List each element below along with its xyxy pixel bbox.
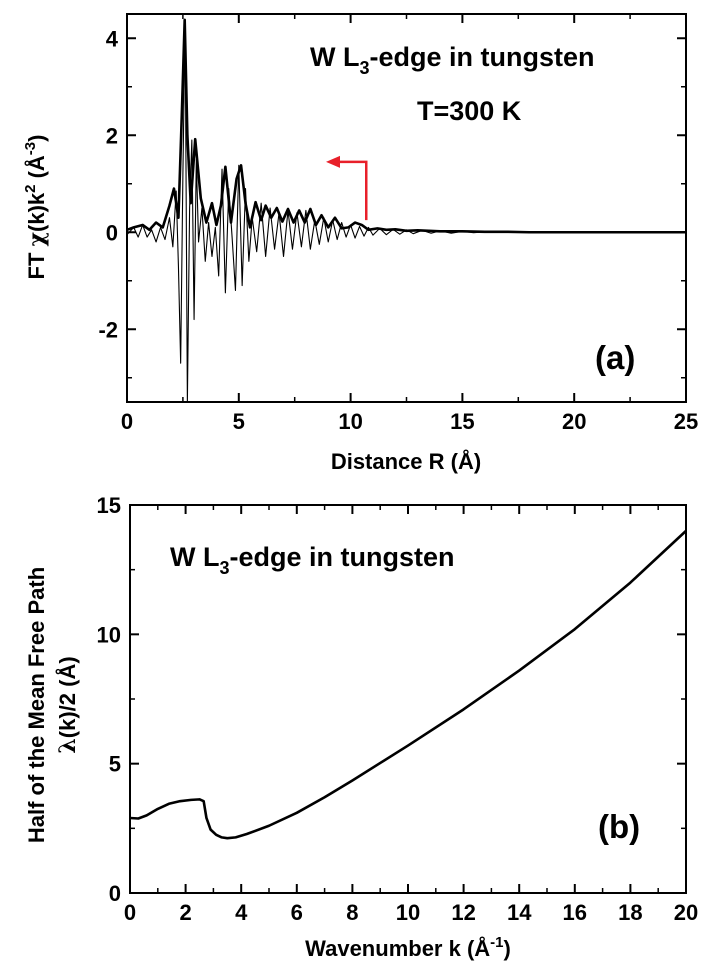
x-tick-label: 2 — [179, 900, 191, 925]
panel-a-annotation-title: W L3-edge in tungsten — [310, 42, 595, 78]
panel-a-y-label-chi: χ — [24, 232, 50, 246]
panel-a-x-axis-label: Distance R (Å) — [331, 448, 481, 474]
panel-b-series-thick-line — [130, 531, 686, 838]
x-tick-label: 6 — [291, 900, 303, 925]
x-tick-label: 4 — [235, 900, 248, 925]
panel-a-y-label-unit-close: ) — [24, 135, 49, 142]
panel-a-y-label-unit-open: (Å — [23, 155, 49, 184]
panel-a-chart: 0 5 10 15 20 25 -2 0 2 4 W L3-edge in tungsten T=… — [22, 14, 698, 474]
x-tick-label: 25 — [674, 409, 698, 434]
panel-a-annotation-subscript: 3 — [359, 58, 369, 78]
x-tick-label: 12 — [451, 900, 475, 925]
panel-a-panel-label: (a) — [595, 339, 635, 376]
panel-b-x-label-close: ) — [504, 936, 511, 961]
panel-a-y-axis-label: FT χ(k)k2 (Å-3) — [22, 135, 50, 280]
x-tick-label: 20 — [674, 900, 698, 925]
x-tick-label: 14 — [507, 900, 532, 925]
y-tick-label: 5 — [109, 752, 121, 777]
x-tick-label: 20 — [562, 409, 586, 434]
x-tick-label: 15 — [450, 409, 474, 434]
x-tick-label: 0 — [121, 409, 133, 434]
panel-b-x-label-text: Wavenumber k (Å — [305, 935, 490, 961]
panel-a-annotation-temperature: T=300 K — [417, 96, 522, 126]
panel-b-y-label-text: (k)/2 (Å) — [54, 656, 80, 738]
panel-a-y-label-prefix: FT — [24, 246, 49, 279]
panel-a-red-arrow — [326, 156, 366, 220]
x-tick-label: 16 — [563, 900, 587, 925]
x-tick-label: 5 — [233, 409, 245, 434]
y-tick-label: 0 — [106, 220, 118, 245]
panel-a-y-label-mid: (k)k — [24, 192, 49, 232]
panel-a-y-label-unit-sup: -3 — [22, 142, 39, 155]
y-tick-label: 2 — [106, 123, 118, 148]
panel-b-chart: 0 2 4 6 8 10 12 14 16 18 20 0 5 10 15 W L3-edge in tun… — [24, 493, 698, 961]
arrow-shaft — [338, 162, 366, 220]
y-tick-label: 10 — [97, 622, 121, 647]
arrow-head — [326, 156, 340, 168]
panel-a-annotation-prefix: W L — [310, 42, 359, 72]
x-tick-label: 18 — [618, 900, 642, 925]
panel-b-annotation-suffix: -edge in tungsten — [230, 542, 455, 572]
x-tick-label: 10 — [396, 900, 420, 925]
panel-b-y-axis-label-line1: Half of the Mean Free Path — [24, 567, 49, 843]
panel-b-annotation-subscript: 3 — [219, 558, 229, 578]
y-tick-label: 0 — [109, 881, 121, 906]
panel-b-series-group — [130, 531, 686, 838]
panel-a-annotation-suffix: -edge in tungsten — [370, 42, 595, 72]
panel-b-y-axis-label-line2: λ(k)/2 (Å) — [54, 656, 81, 753]
x-tick-label: 8 — [346, 900, 358, 925]
y-tick-label: 15 — [97, 493, 121, 518]
y-tick-label: -2 — [98, 317, 118, 342]
panel-b-annotation-prefix: W L — [170, 542, 219, 572]
x-tick-label: 0 — [124, 900, 136, 925]
panel-b-y-label-lambda: λ — [55, 738, 81, 753]
x-tick-label: 10 — [338, 409, 362, 434]
panel-b-x-axis-label: Wavenumber k (Å-1) — [305, 934, 511, 961]
panel-b-annotation-title: W L3-edge in tungsten — [170, 542, 455, 578]
panel-b-x-label-sup: -1 — [490, 934, 503, 951]
panel-b-panel-label: (b) — [598, 808, 640, 845]
panel-a-y-label-sup: 2 — [22, 185, 39, 193]
y-tick-label: 4 — [106, 26, 119, 51]
